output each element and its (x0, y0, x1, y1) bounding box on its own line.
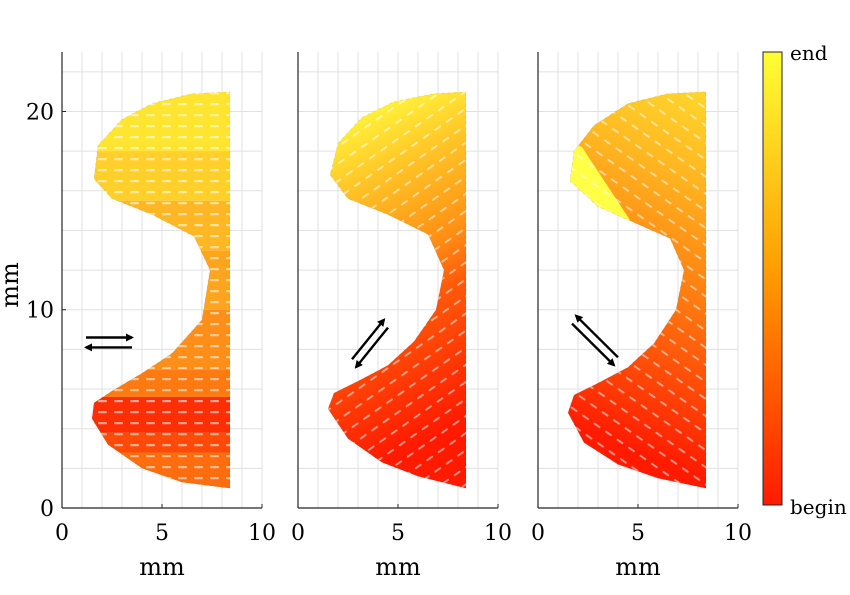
colorbar-top-label: end (790, 41, 828, 65)
scan-direction-arrows (571, 314, 619, 367)
arrow-forward (351, 318, 386, 361)
scan-texture (328, 91, 466, 489)
panel-2: 0 5 10 mm (291, 52, 512, 581)
panel-1: 0 5 10 mm 0 10 20 (26, 52, 276, 581)
arrow-backward (354, 326, 389, 369)
x-tick-label: 0 (291, 521, 305, 546)
colorbar-gradient (762, 51, 783, 506)
arrow-forward (571, 322, 616, 367)
x-axis-title: mm (375, 553, 421, 581)
x-tick-label: 5 (631, 521, 645, 546)
x-tick-label: 5 (391, 521, 405, 546)
x-tick-label: 0 (531, 521, 545, 546)
x-tick-label: 10 (724, 521, 752, 546)
x-tick-label: 10 (248, 521, 276, 546)
x-tick-label: 10 (484, 521, 512, 546)
scan-texture (92, 91, 230, 489)
x-axis-title: mm (139, 553, 185, 581)
scan-texture (568, 91, 706, 489)
y-tick-label: 10 (26, 299, 54, 324)
shape-edge (91, 91, 231, 489)
arrow-backward (574, 314, 619, 359)
y-tick-label: 0 (40, 497, 54, 522)
x-tick-label: 0 (55, 521, 69, 546)
x-axis-title: mm (615, 553, 661, 581)
scan-direction-arrows (351, 318, 389, 369)
x-tick-label: 5 (155, 521, 169, 546)
colorbar-bottom-label: begin (790, 495, 847, 519)
y-tick-label: 20 (26, 100, 54, 125)
scan-direction-arrows (84, 333, 134, 352)
shape-edge (567, 91, 707, 489)
panel-3: 0 5 10 mm (531, 52, 752, 581)
colorbar: end begin (762, 41, 847, 519)
y-axis-title: mm (0, 262, 24, 308)
